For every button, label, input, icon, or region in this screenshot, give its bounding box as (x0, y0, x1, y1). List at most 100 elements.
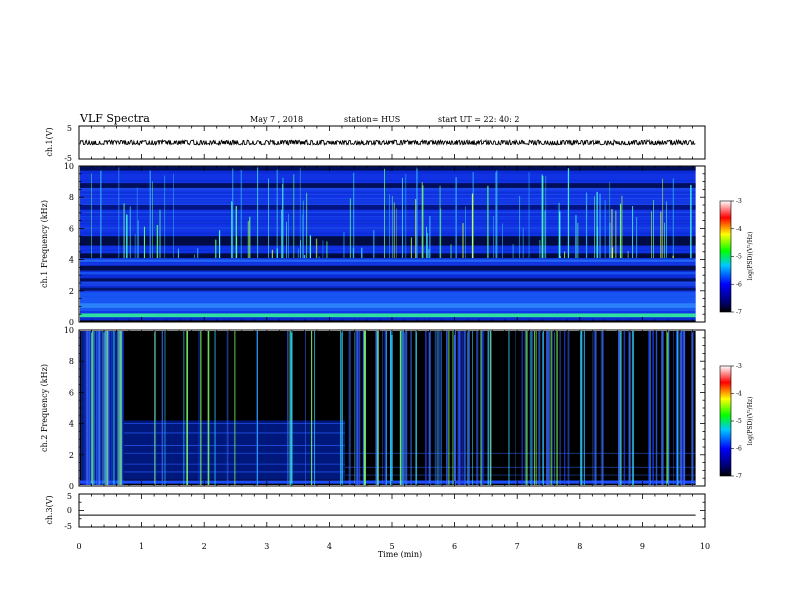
time-axis-label: Time (min) (378, 550, 422, 559)
ch1-spectrogram-noise-row (80, 193, 696, 195)
y-tick-label: 2 (69, 451, 74, 460)
ch1-spectrogram-noise-row (80, 221, 696, 223)
ch1-spectrogram-noise-row (80, 227, 696, 229)
ch1-spectrogram-noise-row (80, 209, 696, 211)
ch1-spectrogram-noise-row (80, 262, 696, 264)
ch1-spectrogram-noise-row (80, 199, 696, 201)
ch1-spectrogram-noise-row (80, 203, 696, 205)
x-tick-label: 7 (515, 542, 520, 551)
y-tick-label: 6 (69, 224, 74, 233)
ch1-spectrogram-panel: 0 2 4 6 8 10 ch.1 Frequency (kHz) (40, 162, 706, 327)
ch1-spectrogram-noise-row (80, 192, 696, 194)
ch1-waveform-panel: 5 -5 ch.1(V) (45, 124, 706, 163)
ch2-spectrogram-panel: 0 2 4 6 8 10 ch.2 Frequency (kHz) (40, 326, 706, 491)
ch1-spectrogram-noise-row (80, 197, 696, 200)
ch1-spectral-dark-band (80, 287, 696, 291)
ch1-spectrogram-noise-row (80, 281, 696, 284)
ch1-spectrogram-noise-row (80, 218, 696, 221)
ch1-spectrogram-noise-row (80, 188, 696, 190)
ch1-colorbar-scale (719, 200, 732, 313)
ch1-spectrogram-noise-row (80, 196, 696, 198)
ch1-spectrogram-noise-row (80, 214, 696, 216)
ch1-spectrogram-noise-row (80, 189, 696, 191)
ch1-spectrogram-noise-row (80, 248, 696, 250)
ch1-spectrogram-noise-row (80, 179, 696, 181)
start-time-label: start UT = 22: 40: 2 (438, 115, 519, 124)
ch1-spectrogram-noise-row (80, 225, 696, 228)
ch1-low-frequency-line (80, 313, 696, 318)
ch1-spectral-dark-band (80, 236, 696, 246)
ch1-waveform-trace (79, 139, 696, 146)
ch1-colorbar: -3 -4 -5 -6 -7 log(PSD)(V²/Hz) (719, 198, 754, 316)
ch1-spectrogram-noise-row (80, 251, 696, 253)
colorbar-tick-label: -3 (736, 198, 742, 205)
ch1-spectrogram-noise-row (80, 311, 696, 313)
ch1-spectral-dark-band (80, 166, 696, 171)
ch1-spectral-dark-band (80, 183, 696, 188)
ch1-spectrogram-noise-row (80, 232, 696, 235)
colorbar-tick-label: -5 (736, 418, 742, 425)
ch2-colorbar-scale (719, 365, 732, 477)
ch1-spectrogram-noise-row (80, 245, 696, 247)
ch1-spectrogram-noise-row (80, 217, 696, 219)
colorbar-tick-label: -5 (736, 254, 742, 261)
ch1-spectrogram-noise-row (80, 210, 696, 212)
ch1-spectrogram-noise-row (80, 181, 696, 183)
ch1-spectrogram-noise-row (80, 200, 696, 202)
y-tick-label: 10 (64, 162, 74, 171)
x-tick-label: 6 (452, 542, 457, 551)
ch1-spectrogram-noise-row (80, 286, 696, 288)
x-tick-label: 4 (327, 542, 332, 551)
y-tick-label: 10 (64, 326, 74, 335)
colorbar-tick-label: -7 (736, 309, 742, 316)
ch1-spectrogram-noise-row (80, 276, 696, 278)
y-tick-label: 0 (69, 482, 74, 491)
ch1-spectrogram-noise-row (80, 249, 696, 251)
ch1-spectrogram-noise-row (80, 172, 696, 174)
ch1-waveform-ylabel: ch.1(V) (45, 127, 54, 156)
figure-title: VLF Spectra (79, 112, 150, 125)
ch3-waveform-panel: 5 0 -5 ch.3(V) (45, 492, 706, 531)
ch2-spectrogram-ylabel: ch.2 Frequency (kHz) (40, 364, 49, 452)
ch1-spectral-bright-band (80, 259, 696, 262)
colorbar-tick-label: -7 (736, 473, 742, 480)
ch1-spectrogram-noise-row (80, 182, 696, 184)
ch3-waveform-ylabel: ch.3(V) (45, 495, 54, 524)
y-tick-label: 6 (69, 388, 74, 397)
ch1-spectrogram-noise-row (80, 178, 696, 180)
ch2-colorbar: -3 -4 -5 -6 -7 log(PSD)(V²/Hz) (719, 363, 754, 480)
ch1-spectrogram-noise-row (80, 274, 696, 277)
ch1-spectrogram-noise-row (80, 228, 696, 230)
colorbar-tick-label: -4 (736, 226, 742, 233)
ch1-spectrogram-noise-row (80, 290, 696, 292)
ch1-spectrogram-noise-row (80, 220, 696, 222)
ch3-ytick-mid: 0 (67, 506, 72, 515)
station-label: station= HUS (344, 115, 400, 124)
ch1-spectrogram-noise-row (80, 263, 696, 265)
ch3-ytick-top: 5 (67, 492, 72, 501)
ch1-spectral-bright-band (80, 303, 696, 308)
ch1-spectrogram-noise-row (80, 202, 696, 204)
colorbar-tick-label: -3 (736, 363, 742, 370)
ch1-low-frequency-band (80, 317, 696, 321)
ch1-spectrogram-noise-row (80, 171, 696, 173)
ch1-spectrogram-noise-row (80, 252, 696, 254)
ch1-spectrogram-noise-row (80, 211, 696, 214)
ch2-low-frequency-band (80, 480, 696, 484)
x-tick-label: 8 (577, 542, 582, 551)
ch1-ytick-top: 5 (67, 124, 72, 133)
ch2-colorbar-label: log(PSD)(V²/Hz) (747, 397, 754, 446)
y-tick-label: 8 (69, 193, 74, 202)
ch1-spectrogram-noise-row (80, 176, 696, 179)
ch1-spectrogram-noise-row (80, 283, 696, 285)
colorbar-tick-label: -4 (736, 391, 742, 398)
ch1-spectral-dark-band (80, 253, 696, 259)
ch1-spectrogram-noise-row (80, 246, 696, 249)
ch3-ytick-bottom: -5 (64, 522, 72, 531)
ch1-spectrogram-noise-row (80, 312, 696, 314)
ch1-spectrogram-noise-row (80, 216, 696, 218)
ch1-spectrogram-noise-row (80, 190, 696, 193)
x-tick-label: 3 (264, 542, 269, 551)
ch1-spectrogram-noise-row (80, 291, 696, 293)
